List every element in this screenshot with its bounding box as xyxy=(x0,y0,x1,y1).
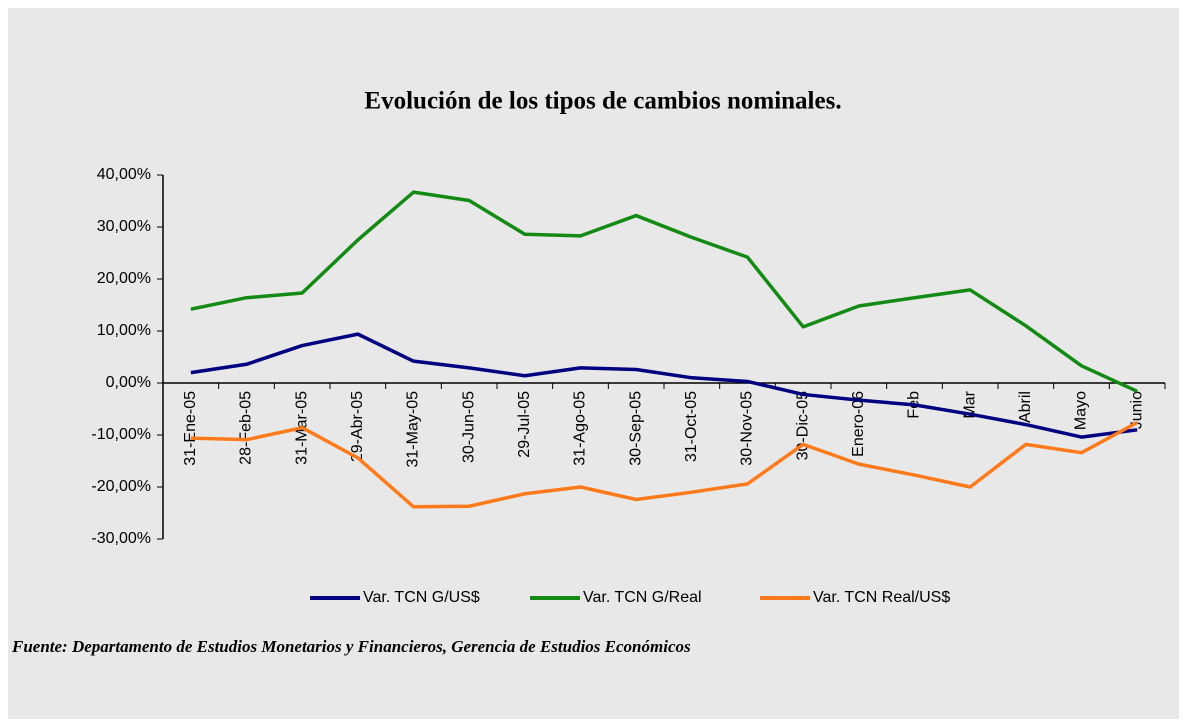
x-tick-label: 30-Jun-05 xyxy=(460,391,477,463)
y-tick-label: 10,00% xyxy=(97,322,151,339)
x-tick-label: 31-Ago-05 xyxy=(572,391,589,466)
y-tick-label: 40,00% xyxy=(97,166,151,183)
chart-area xyxy=(8,8,1179,719)
x-tick-label: 31-Ene-05 xyxy=(182,391,199,466)
series-line xyxy=(190,332,1138,439)
legend-label: Var. TCN G/Real xyxy=(583,589,702,606)
y-tick-label: 20,00% xyxy=(97,270,151,287)
legend-label: Var. TCN Real/US$ xyxy=(813,589,950,606)
y-tick-label: 30,00% xyxy=(97,218,151,235)
y-tick-label: 0,00% xyxy=(106,374,151,391)
chart-title: Evolución de los tipos de cambios nomina… xyxy=(364,88,841,115)
x-tick-label: Enero-06 xyxy=(850,391,867,457)
y-tick-label: -10,00% xyxy=(91,426,151,443)
x-tick-label: Mayo xyxy=(1073,391,1090,430)
source-note: Fuente: Departamento de Estudios Monetar… xyxy=(11,637,691,656)
x-tick-label: 30-Dic-05 xyxy=(794,391,811,460)
x-tick-label: 29-Jul-05 xyxy=(516,391,533,458)
x-tick-label: Abril xyxy=(1017,391,1034,423)
x-tick-label: 31-Oct-05 xyxy=(683,391,700,462)
series-line xyxy=(190,420,1139,509)
x-tick-label: 28-Feb-05 xyxy=(238,391,255,465)
series-line xyxy=(190,190,1138,393)
x-tick-label: Mar xyxy=(961,390,978,418)
y-tick-label: -20,00% xyxy=(91,478,151,495)
x-tick-label: 30-Nov-05 xyxy=(739,391,756,466)
y-tick-label: -30,00% xyxy=(91,530,151,547)
x-tick-label: 30-Sep-05 xyxy=(627,391,644,466)
legend-label: Var. TCN G/US$ xyxy=(363,589,480,606)
x-tick-label: 31-May-05 xyxy=(405,391,422,468)
x-tick-label: Junio xyxy=(1128,391,1145,429)
x-tick-label: 29-Abr-05 xyxy=(349,391,366,462)
